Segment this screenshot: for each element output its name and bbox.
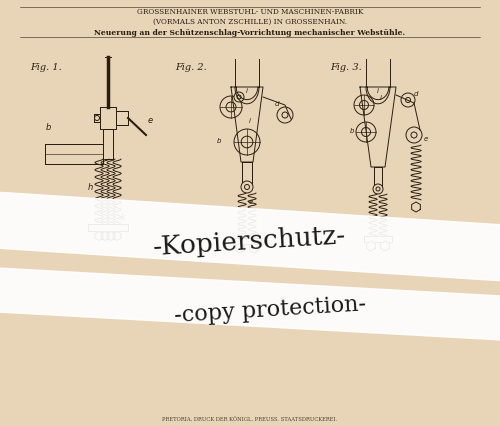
Polygon shape — [113, 232, 121, 241]
Bar — [45, 145, 103, 164]
Polygon shape — [366, 88, 390, 104]
Polygon shape — [236, 243, 244, 253]
Circle shape — [94, 116, 100, 121]
Polygon shape — [236, 88, 258, 101]
Bar — [94, 115, 100, 123]
Bar — [103, 130, 113, 160]
Bar — [242, 163, 252, 187]
Polygon shape — [95, 232, 103, 241]
Polygon shape — [242, 163, 252, 187]
Bar — [94, 115, 100, 123]
Text: PRETORIA, DRUCK DER KÖNIGL. PREUSS. STAATSDRUCKEREI.: PRETORIA, DRUCK DER KÖNIGL. PREUSS. STAA… — [162, 417, 338, 422]
Circle shape — [234, 93, 244, 103]
Polygon shape — [380, 242, 390, 251]
Bar — [242, 163, 252, 187]
Text: -Kopierschutz-: -Kopierschutz- — [153, 223, 347, 260]
Circle shape — [406, 128, 422, 144]
Bar — [88, 225, 128, 231]
Text: i: i — [249, 118, 251, 124]
Circle shape — [362, 128, 370, 137]
Bar — [100, 108, 116, 130]
Polygon shape — [360, 88, 396, 167]
Circle shape — [282, 113, 288, 119]
Polygon shape — [235, 60, 259, 88]
Bar — [233, 239, 261, 245]
Bar — [88, 225, 128, 231]
Text: (VORMALS ANTON ZSCHILLE) IN GROSSENHAIN.: (VORMALS ANTON ZSCHILLE) IN GROSSENHAIN. — [153, 18, 347, 26]
Text: i: i — [377, 88, 379, 94]
Text: d: d — [275, 101, 280, 107]
Polygon shape — [100, 108, 116, 130]
Bar — [116, 112, 128, 126]
Text: b: b — [350, 128, 354, 134]
Polygon shape — [116, 112, 128, 126]
Polygon shape — [101, 232, 109, 241]
Text: i: i — [380, 95, 382, 101]
Text: b: b — [217, 138, 222, 144]
Polygon shape — [0, 268, 500, 341]
Text: e: e — [148, 116, 152, 125]
Text: k: k — [120, 213, 126, 222]
Circle shape — [401, 94, 415, 108]
Bar — [374, 167, 382, 190]
Circle shape — [360, 101, 368, 110]
Circle shape — [241, 181, 253, 193]
Bar — [374, 167, 382, 190]
Text: d: d — [414, 91, 418, 97]
Text: -copy protection-: -copy protection- — [174, 293, 366, 326]
Circle shape — [244, 185, 250, 190]
Bar — [116, 112, 128, 126]
Polygon shape — [367, 88, 389, 101]
Polygon shape — [0, 192, 500, 282]
Polygon shape — [366, 242, 376, 251]
Polygon shape — [107, 232, 115, 241]
Polygon shape — [374, 167, 382, 190]
Bar — [103, 130, 113, 160]
Polygon shape — [94, 115, 100, 123]
Text: Fig. 1.: Fig. 1. — [30, 63, 62, 72]
Polygon shape — [45, 145, 103, 164]
Text: e: e — [249, 199, 254, 204]
Circle shape — [241, 137, 253, 149]
Circle shape — [354, 96, 374, 116]
Text: Fig. 3.: Fig. 3. — [330, 63, 362, 72]
Bar — [100, 108, 116, 130]
Polygon shape — [231, 88, 263, 163]
Bar — [364, 236, 392, 242]
Text: b: b — [46, 123, 51, 132]
Polygon shape — [366, 60, 390, 88]
Bar — [45, 145, 103, 164]
Text: Neuerung an der Schützenschlag-Vorrichtung mechanischer Webstühle.: Neuerung an der Schützenschlag-Vorrichtu… — [94, 29, 406, 37]
Circle shape — [356, 123, 376, 143]
Circle shape — [411, 132, 417, 139]
Polygon shape — [103, 130, 113, 160]
Text: Fig. 2.: Fig. 2. — [175, 63, 207, 72]
Bar — [364, 236, 392, 242]
Text: e: e — [424, 136, 428, 142]
Circle shape — [376, 187, 380, 192]
Circle shape — [373, 184, 383, 195]
Polygon shape — [250, 243, 258, 253]
Text: GROSSENHAINER WEBSTUHL- UND MASCHINEN-FABRIK: GROSSENHAINER WEBSTUHL- UND MASCHINEN-FA… — [137, 8, 363, 16]
Circle shape — [237, 96, 241, 100]
Circle shape — [220, 97, 242, 119]
Circle shape — [406, 98, 410, 103]
Polygon shape — [235, 88, 259, 104]
Circle shape — [277, 108, 293, 124]
Bar — [233, 239, 261, 245]
Text: h: h — [88, 183, 92, 192]
Circle shape — [234, 130, 260, 155]
Text: i: i — [246, 88, 248, 94]
Polygon shape — [412, 202, 420, 213]
Circle shape — [226, 103, 236, 113]
